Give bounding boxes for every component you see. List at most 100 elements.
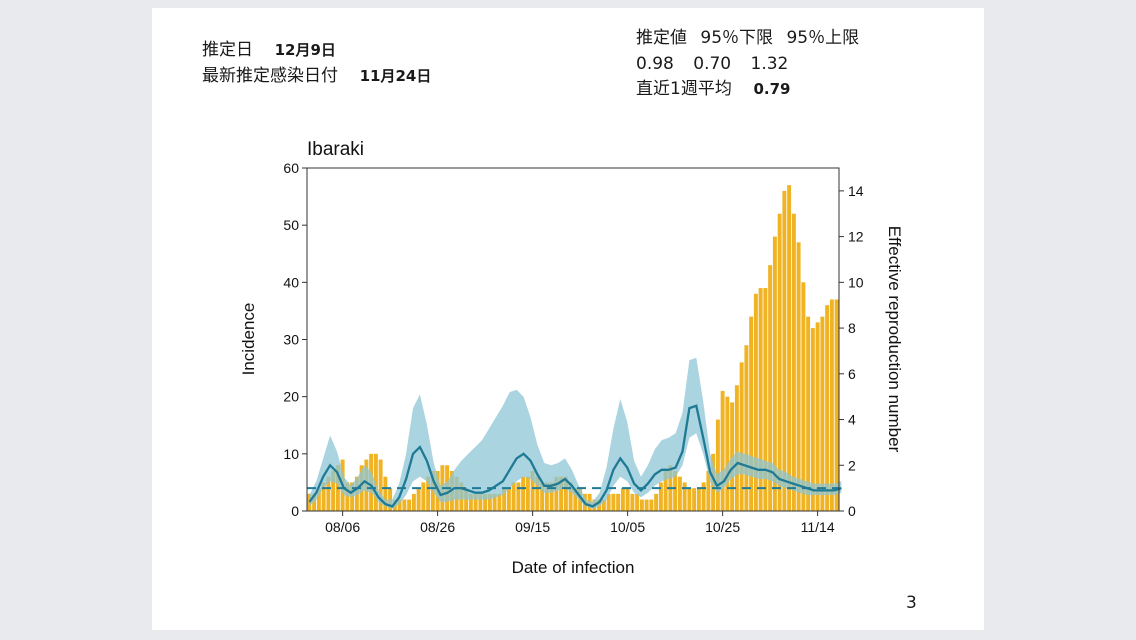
incidence-bar [483,493,488,511]
incidence-bar [568,482,573,511]
incidence-bar [692,488,697,511]
incidence-bar [383,476,388,511]
incidence-bar [763,288,768,511]
estimate-columns: 推定値 95％下限 95％上限 [636,28,860,48]
incidence-bar [739,362,744,511]
estimate-date-label: 推定日 [202,40,253,60]
incidence-bar [331,470,336,511]
x-tick-label: 08/26 [420,519,455,535]
y-tick-label: 0 [291,503,299,519]
incidence-bar [516,482,521,511]
x-tick-label: 11/14 [801,519,835,535]
incidence-bar [416,488,421,511]
y-axis-label: Incidence [239,303,258,376]
incidence-bar [677,476,682,511]
estimate-values: 0.98 0.70 1.32 [636,54,789,74]
incidence-bar [554,476,559,511]
incidence-bar [734,385,739,511]
incidence-bar [426,476,431,511]
estimate-date: 推定日 12月9日 [202,38,336,62]
incidence-bar [373,453,378,511]
incidence-bar [720,390,725,511]
incidence-bar [345,482,350,511]
y2-axis-ticks: 0 2 4 6 8 10 12 14 [839,183,864,519]
incidence-bar [525,476,530,511]
incidence-bar [326,476,331,511]
incidence-bar [744,345,749,511]
incidence-bar [616,493,621,511]
incidence-bar [749,316,754,511]
page-number: 3 [906,593,917,613]
incidence-bar [316,488,321,511]
x-tick-label: 09/15 [515,519,550,535]
incidence-bar [563,476,568,511]
incidence-bar [549,482,554,511]
incidence-bar [492,493,497,511]
incidence-bar [649,499,654,511]
incidence-bar [478,493,483,511]
incidence-bar [611,493,616,511]
incidence-bar [753,293,758,511]
incidence-bar [829,299,834,511]
incidence-bar [487,493,492,511]
incidence-bar [815,322,820,511]
incidence-bar [772,236,777,511]
incidence-bar [801,282,806,511]
y2-tick-label: 10 [848,274,864,290]
incidence-bar [573,488,578,511]
rt-line [308,404,842,508]
incidence-bar [535,476,540,511]
chart-title: Ibaraki [307,139,364,160]
y2-tick-label: 4 [848,412,856,428]
incidence-bar [730,402,735,511]
incidence-bar [796,242,801,511]
x-axis-label: Date of infection [512,558,635,577]
y-tick-label: 50 [283,217,299,233]
incidence-bar [715,419,720,511]
incidence-bar [411,493,416,511]
incidence-bars [307,185,839,512]
incidence-bar [307,493,312,511]
incidence-bar [530,470,535,511]
y2-tick-label: 2 [848,457,856,473]
incidence-bar [635,493,640,511]
latest-infection-date: 最新推定感染日付 11月24日 [202,64,431,88]
incidence-bar [630,493,635,511]
incidence-bar [758,288,763,511]
y-tick-label: 60 [283,160,299,176]
incidence-bar [625,488,630,511]
incidence-bar [658,482,663,511]
slide: 推定日 12月9日 最新推定感染日付 11月24日 推定値 95％下限 95％上… [152,8,984,630]
x-axis-ticks: 08/06 08/26 09/15 10/05 10/25 11/14 [325,511,835,535]
incidence-bar [321,482,326,511]
incidence-bar [654,493,659,511]
y-axis-ticks: 0 10 20 30 40 50 60 [283,160,307,519]
incidence-bar [706,470,711,511]
incidence-bar [606,493,611,511]
latest-infection-value: 11月24日 [359,67,432,85]
latest-infection-label: 最新推定感染日付 [202,66,338,86]
incidence-bar [806,316,811,511]
weekly-average-value: 0.79 [753,80,791,98]
y2-tick-label: 0 [848,503,856,519]
weekly-average-label: 直近1週平均 [636,79,732,99]
incidence-bar [701,482,706,511]
incidence-bar [725,396,730,511]
incidence-bar [540,482,545,511]
incidence-bar [644,499,649,511]
x-tick-label: 10/25 [705,519,740,535]
y-tick-label: 30 [283,332,299,348]
incidence-bar [544,482,549,511]
incidence-bar [687,488,692,511]
y2-tick-label: 6 [848,366,856,382]
incidence-bar [421,482,426,511]
x-tick-label: 10/05 [610,519,645,535]
incidence-bar [506,488,511,511]
incidence-bar [696,488,701,511]
incidence-bar [397,499,402,511]
incidence-bar [791,213,796,512]
y2-tick-label: 8 [848,320,856,336]
incidence-bar [639,499,644,511]
incidence-bar [663,470,668,511]
